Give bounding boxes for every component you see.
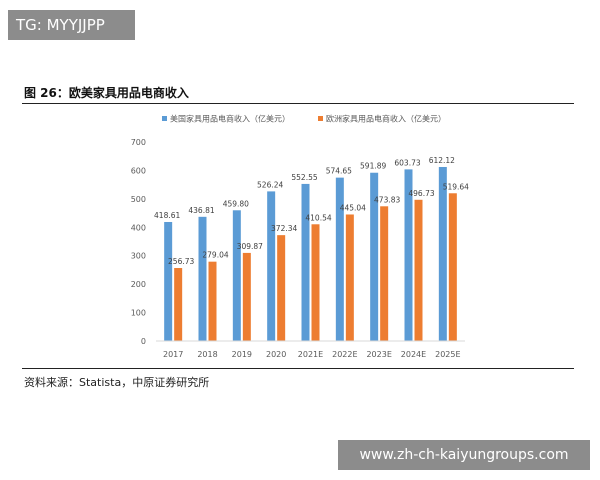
legend-swatch-0 bbox=[162, 116, 167, 121]
y-tick-label: 100 bbox=[131, 309, 146, 318]
bar-eu-2025E bbox=[448, 193, 457, 341]
x-tick-label: 2018 bbox=[197, 350, 217, 359]
bar-us-2025E bbox=[438, 166, 447, 341]
plot-area: 418.61 256.73 436.81 279.04 459.80 309.87 526.… bbox=[154, 156, 469, 341]
data-label: 574.65 bbox=[326, 167, 352, 176]
x-tick-label: 2020 bbox=[266, 350, 286, 359]
y-tick-label: 300 bbox=[131, 252, 146, 261]
bar-eu-2023E bbox=[380, 206, 389, 341]
data-label: 496.73 bbox=[408, 189, 434, 198]
legend-label-1: 欧洲家具用品电商收入（亿美元） bbox=[326, 114, 446, 124]
data-label: 473.83 bbox=[374, 195, 400, 204]
data-label: 612.12 bbox=[429, 156, 455, 165]
data-label: 591.89 bbox=[360, 162, 386, 171]
bar-us-2023E bbox=[370, 172, 379, 341]
bar-us-2024E bbox=[404, 169, 413, 341]
bar-chart: 美国家具用品电商收入（亿美元） 欧洲家具用品电商收入（亿美元） 0 100 200 30… bbox=[131, 114, 469, 360]
title-rule bbox=[22, 103, 574, 104]
y-axis: 0 100 200 300 400 500 600 700 bbox=[131, 138, 146, 346]
data-label: 410.54 bbox=[305, 213, 331, 222]
data-label: 256.73 bbox=[168, 257, 194, 266]
bar-eu-2024E bbox=[414, 199, 423, 341]
data-label: 418.61 bbox=[154, 211, 180, 220]
data-label: 436.81 bbox=[188, 206, 214, 215]
bar-eu-2020 bbox=[277, 235, 286, 341]
bar-eu-2021E bbox=[311, 224, 320, 341]
legend-swatch-1 bbox=[318, 116, 323, 121]
bar-us-2021E bbox=[301, 183, 310, 341]
bar-us-2022E bbox=[335, 177, 344, 341]
bar-eu-2022E bbox=[345, 214, 354, 341]
x-tick-label: 2022E bbox=[332, 350, 357, 359]
data-label: 603.73 bbox=[394, 158, 420, 167]
x-tick-label: 2019 bbox=[232, 350, 252, 359]
data-label: 519.64 bbox=[443, 182, 469, 191]
y-tick-label: 700 bbox=[131, 138, 146, 147]
bar-eu-2017 bbox=[174, 268, 183, 341]
x-axis: 2017 2018 2019 2020 2021E 2022E 2023E 2024E 2025… bbox=[156, 340, 465, 359]
data-label: 309.87 bbox=[237, 242, 263, 251]
bar-us-2018 bbox=[198, 216, 207, 341]
y-tick-label: 400 bbox=[131, 223, 146, 232]
legend-label-0: 美国家具用品电商收入（亿美元） bbox=[170, 114, 290, 124]
y-tick-label: 200 bbox=[131, 280, 146, 289]
figure-title: 图 26：欧美家具用品电商收入 bbox=[24, 86, 189, 100]
bar-us-2017 bbox=[164, 221, 173, 341]
x-tick-label: 2024E bbox=[401, 350, 426, 359]
y-tick-label: 500 bbox=[131, 195, 146, 204]
bar-us-2020 bbox=[267, 191, 276, 341]
data-label: 372.34 bbox=[271, 224, 297, 233]
watermark-banner: www.zh-ch-kaiyungroups.com bbox=[338, 440, 590, 470]
bar-eu-2019 bbox=[242, 252, 251, 341]
x-tick-label: 2017 bbox=[163, 350, 183, 359]
data-label: 445.04 bbox=[340, 203, 366, 212]
y-tick-label: 600 bbox=[131, 166, 146, 175]
data-label: 279.04 bbox=[202, 251, 228, 260]
tag-badge: TG: MYYJJPP bbox=[8, 10, 135, 40]
x-tick-label: 2023E bbox=[366, 350, 391, 359]
data-label: 526.24 bbox=[257, 180, 283, 189]
chart-legend: 美国家具用品电商收入（亿美元） 欧洲家具用品电商收入（亿美元） bbox=[162, 114, 446, 124]
bar-eu-2018 bbox=[208, 261, 217, 341]
x-tick-label: 2025E bbox=[435, 350, 460, 359]
x-tick-label: 2021E bbox=[298, 350, 323, 359]
data-label: 459.80 bbox=[223, 199, 249, 208]
source-rule bbox=[22, 368, 574, 369]
y-tick-label: 0 bbox=[141, 337, 146, 346]
source-note: 资料来源：Statista，中原证券研究所 bbox=[24, 376, 210, 389]
data-label: 552.55 bbox=[291, 173, 317, 182]
bar-us-2019 bbox=[232, 210, 241, 341]
